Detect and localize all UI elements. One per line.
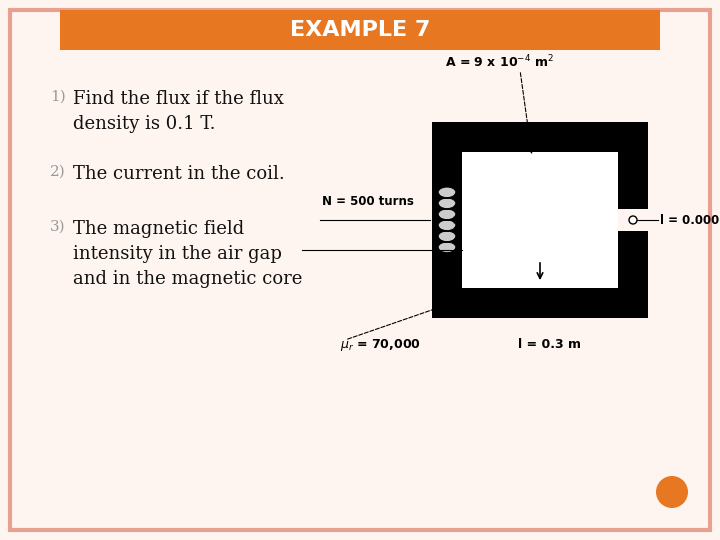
Bar [60,10,660,50]
Ellipse shape [438,220,456,231]
Ellipse shape [438,242,456,253]
Bar [618,152,648,209]
Text: l = 0.3 m: l = 0.3 m [518,339,582,352]
Circle shape [629,216,637,224]
Text: l = 0.0005 m: l = 0.0005 m [660,213,720,226]
Ellipse shape [438,198,456,209]
Bar [432,288,648,318]
Ellipse shape [438,231,456,242]
Text: EXAMPLE 7: EXAMPLE 7 [290,20,430,40]
Text: 2): 2) [50,165,66,179]
Ellipse shape [438,187,456,198]
Text: A = 9 x 10$^{-4}$ m$^{2}$: A = 9 x 10$^{-4}$ m$^{2}$ [446,53,554,70]
Bar [432,122,648,152]
Text: The magnetic field
intensity in the air gap
and in the magnetic core: The magnetic field intensity in the air … [73,220,302,288]
Text: Find the flux if the flux
density is 0.1 T.: Find the flux if the flux density is 0.1… [73,90,284,133]
Text: N = 500 turns: N = 500 turns [322,195,414,208]
Bar [618,231,648,288]
Bar [432,122,462,318]
Text: $\mu_r$ = 70,000: $\mu_r$ = 70,000 [340,337,421,353]
Ellipse shape [438,209,456,220]
Text: 3): 3) [50,220,66,234]
Text: The current in the coil.: The current in the coil. [73,165,284,183]
Text: 1): 1) [50,90,66,104]
Bar [462,152,618,288]
Circle shape [656,476,688,508]
